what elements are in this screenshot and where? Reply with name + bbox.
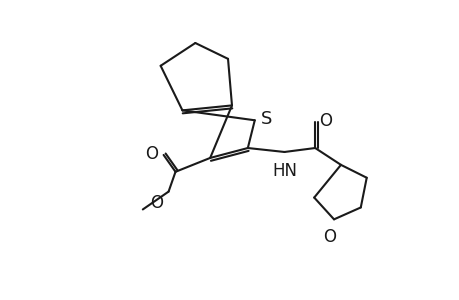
Text: S: S (260, 110, 271, 128)
Text: O: O (319, 112, 331, 130)
Text: O: O (323, 228, 336, 246)
Text: O: O (145, 145, 157, 163)
Text: O: O (149, 194, 162, 211)
Text: HN: HN (271, 162, 297, 180)
